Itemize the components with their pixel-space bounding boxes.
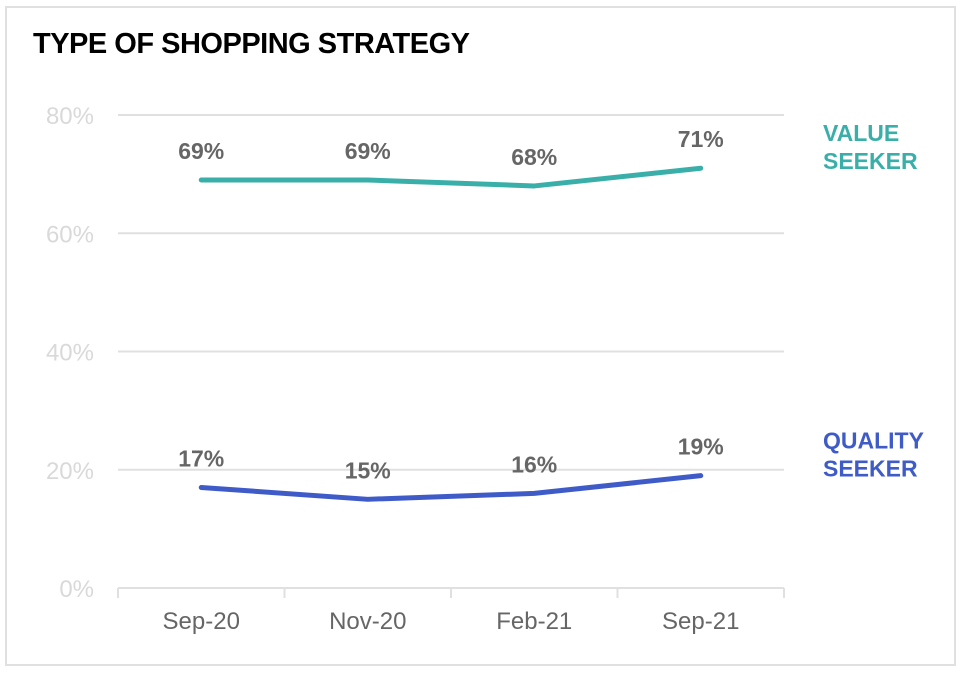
series-line-0 [198,165,704,189]
data-label: 71% [678,126,724,152]
data-label: 69% [345,138,391,164]
x-tick-label: Feb-21 [496,608,572,635]
x-tick-label: Sep-21 [662,608,739,635]
data-label: 19% [678,434,724,460]
chart-title: TYPE OF SHOPPING STRATEGY [33,28,470,60]
data-label: 69% [178,138,224,164]
series-name-label: VALUE [823,120,899,146]
series-name-label: QUALITY [823,428,924,454]
chart-frame [5,6,956,666]
y-tick-label: 60% [46,221,94,248]
y-tick-label: 40% [46,340,94,367]
y-tick-label: 20% [46,458,94,485]
data-label: 17% [178,445,224,471]
data-label: 68% [511,144,557,170]
y-tick-label: 0% [59,576,94,603]
data-label: 16% [511,451,557,477]
data-label: 15% [345,457,391,483]
y-tick-label: 80% [46,103,94,130]
series-name-label: SEEKER [823,148,918,174]
series-name-label: SEEKER [823,456,918,482]
series-line-1 [198,473,704,502]
x-tick-label: Sep-20 [163,608,240,635]
x-tick-label: Nov-20 [329,608,406,635]
